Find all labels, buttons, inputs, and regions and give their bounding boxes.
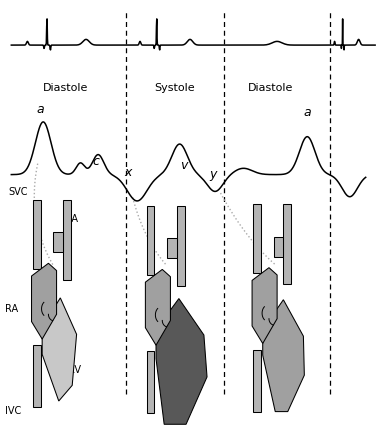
- Text: a: a: [303, 105, 311, 118]
- Polygon shape: [253, 205, 261, 273]
- Polygon shape: [33, 200, 41, 269]
- Text: x: x: [124, 166, 132, 179]
- Polygon shape: [32, 264, 57, 339]
- Text: IVC: IVC: [5, 405, 21, 415]
- Text: Diastole: Diastole: [248, 82, 293, 92]
- Polygon shape: [284, 205, 291, 284]
- Text: RA: RA: [5, 303, 18, 313]
- Text: RV: RV: [68, 364, 81, 374]
- Polygon shape: [167, 239, 177, 259]
- Polygon shape: [63, 200, 70, 280]
- Polygon shape: [147, 206, 155, 275]
- Text: PA: PA: [66, 213, 78, 223]
- Polygon shape: [42, 298, 77, 401]
- Text: Diastole: Diastole: [43, 82, 89, 92]
- Text: a: a: [37, 103, 44, 116]
- Text: v: v: [180, 159, 188, 172]
- Polygon shape: [33, 346, 41, 407]
- Text: Systole: Systole: [154, 82, 195, 92]
- Polygon shape: [177, 206, 184, 286]
- Polygon shape: [54, 233, 63, 253]
- Text: c: c: [93, 154, 100, 167]
- Polygon shape: [146, 270, 170, 346]
- Polygon shape: [274, 237, 284, 257]
- Polygon shape: [253, 350, 261, 412]
- Text: SVC: SVC: [8, 187, 28, 197]
- Polygon shape: [263, 300, 304, 412]
- Polygon shape: [252, 268, 277, 344]
- Text: y: y: [209, 167, 217, 180]
- Polygon shape: [156, 299, 207, 424]
- Polygon shape: [147, 352, 155, 413]
